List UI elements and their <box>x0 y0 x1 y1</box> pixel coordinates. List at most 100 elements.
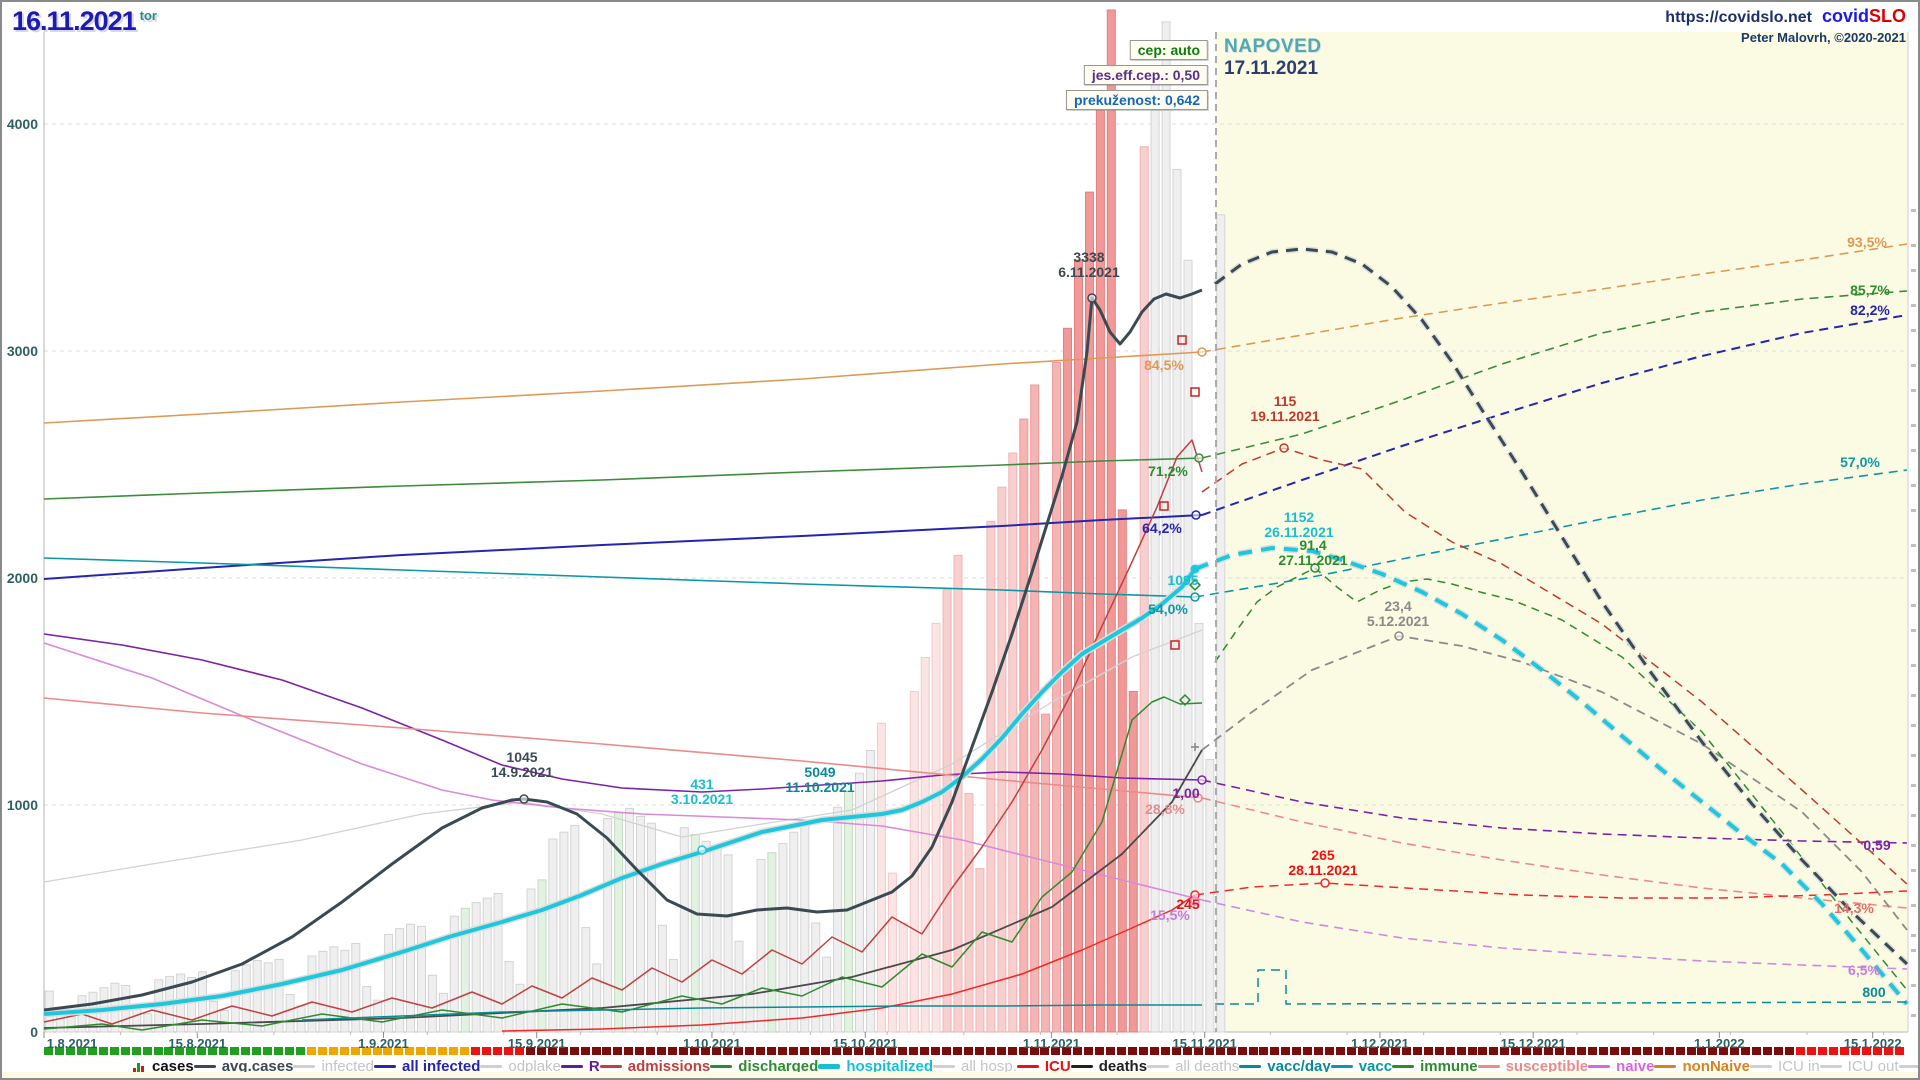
line-hospitalized <box>43 567 1197 1016</box>
cases-bar <box>384 933 394 1033</box>
marker-circle <box>1191 510 1201 520</box>
legend-label: deaths <box>1098 1058 1148 1075</box>
legend-item-icu-in[interactable]: ICU in <box>1749 1058 1820 1075</box>
legend-item-nonnaive[interactable]: nonNaive <box>1654 1058 1750 1075</box>
legend-item-vacc[interactable]: vacc <box>1330 1058 1392 1075</box>
legend-item-discharged[interactable]: discharged <box>710 1058 818 1075</box>
cases-bar <box>756 859 766 1033</box>
cases-bar <box>340 949 350 1033</box>
legend-item-deaths[interactable]: deaths <box>1070 1058 1148 1075</box>
cases-bar <box>1063 327 1072 1033</box>
line-nonNaive-fc <box>1201 243 1908 353</box>
cases-bar <box>1041 713 1051 1033</box>
cases-bar <box>241 964 251 1033</box>
cases-bar <box>1030 384 1040 1033</box>
cases-bar <box>1095 100 1105 1033</box>
marker-dot <box>1190 564 1200 574</box>
cases-bar <box>307 955 317 1033</box>
line-discharged-fc <box>1214 567 1908 991</box>
cases-bar <box>537 879 547 1033</box>
cases-bar <box>559 831 569 1033</box>
cases-bar <box>1194 622 1204 1033</box>
cases-bar <box>789 831 799 1033</box>
cases-bar <box>876 722 886 1033</box>
legend-item-all-infected[interactable]: all infected <box>374 1058 480 1075</box>
cases-bar <box>690 834 700 1033</box>
marker-circle <box>1310 563 1320 573</box>
marker-circle <box>1087 293 1097 303</box>
cases-bar <box>1172 168 1182 1033</box>
line-vacc <box>43 557 1196 598</box>
legend-swatch <box>480 1065 503 1068</box>
cases-bar <box>679 827 689 1033</box>
legend-label: admissions <box>627 1058 711 1075</box>
legend-item-infected[interactable]: infected <box>293 1058 374 1075</box>
legend-item-immune[interactable]: immune <box>1392 1058 1478 1075</box>
cases-bar <box>833 806 843 1033</box>
cases-bar <box>822 956 832 1033</box>
legend-swatch <box>599 1065 622 1068</box>
legend-item-all-hosp-[interactable]: all hosp. <box>933 1058 1017 1075</box>
site-url[interactable]: https://covidslo.net <box>1665 9 1812 26</box>
line-infected <box>43 629 1203 883</box>
chart-legend: cases avg.cases infected all infected odplak… <box>132 1058 1918 1075</box>
line-avg-cases-fc <box>1214 247 1909 966</box>
cases-bar <box>362 986 372 1033</box>
param-chip-prekuzenost: prekuženost: 0,642 <box>1065 90 1208 110</box>
marker-circle <box>1194 453 1204 463</box>
line-all-infected <box>43 514 1203 580</box>
cases-bar <box>274 958 284 1033</box>
cases-bar <box>603 818 613 1033</box>
legend-label: susceptible <box>1505 1058 1589 1075</box>
cases-bar <box>997 486 1007 1033</box>
legend-label: discharged <box>738 1058 819 1075</box>
legend-item-r[interactable]: R <box>560 1058 600 1075</box>
cases-bars-icon <box>133 1062 144 1074</box>
legend-swatch <box>818 1064 841 1069</box>
cases-bar <box>230 970 240 1033</box>
legend-swatch <box>1392 1065 1415 1068</box>
legend-item-vacc-day[interactable]: vacc/day <box>1239 1058 1331 1075</box>
cases-bar <box>263 962 273 1033</box>
cases-bar <box>636 815 645 1033</box>
cases-bar <box>449 915 459 1033</box>
weekday-label: tor <box>139 8 157 23</box>
legend-label: avg.cases <box>221 1058 294 1075</box>
legend-label: ICU in <box>1777 1058 1820 1075</box>
legend-item-icu-out[interactable]: ICU out <box>1819 1058 1899 1075</box>
cases-bar <box>986 520 996 1033</box>
cases-bar <box>625 807 634 1033</box>
line-deaths-fc <box>1201 635 1908 931</box>
cases-bar <box>1183 259 1193 1033</box>
cases-bar <box>427 974 437 1033</box>
cases-bar <box>373 999 383 1033</box>
cases-bar <box>964 793 974 1033</box>
line-susceptible <box>43 697 1203 799</box>
legend-item-avg-cases[interactable]: avg.cases <box>193 1058 294 1075</box>
current-date: 16.11.2021 tor <box>12 6 157 36</box>
legend-item-cases[interactable]: cases <box>132 1058 194 1075</box>
legend-swatch <box>933 1065 955 1068</box>
legend-item-icu[interactable]: ICU <box>1016 1058 1071 1075</box>
legend-item-icu-deaths[interactable]: ICU deaths <box>1898 1058 1918 1075</box>
legend-item-odplake[interactable]: odplake <box>480 1058 561 1075</box>
line-r-fc <box>1201 779 1908 844</box>
legend-swatch <box>1016 1065 1039 1068</box>
legend-item-naive[interactable]: naive <box>1588 1058 1654 1075</box>
legend-swatch <box>1147 1065 1170 1068</box>
legend-swatch <box>1898 1065 1918 1068</box>
cases-bar <box>657 924 667 1033</box>
legend-item-admissions[interactable]: admissions <box>599 1058 711 1075</box>
marker-circle <box>1197 775 1207 785</box>
marker-circle <box>1394 631 1404 641</box>
legend-label: immune <box>1420 1058 1478 1075</box>
cases-bar <box>811 922 821 1033</box>
cases-bar <box>187 977 196 1033</box>
legend-swatch <box>1330 1065 1353 1068</box>
legend-item-all-deaths[interactable]: all deaths <box>1147 1058 1239 1075</box>
legend-item-susceptible[interactable]: susceptible <box>1477 1058 1589 1075</box>
legend-item-hospitalized[interactable]: hospitalized <box>818 1058 933 1075</box>
cases-bar <box>515 983 525 1033</box>
line-r <box>43 633 1203 793</box>
